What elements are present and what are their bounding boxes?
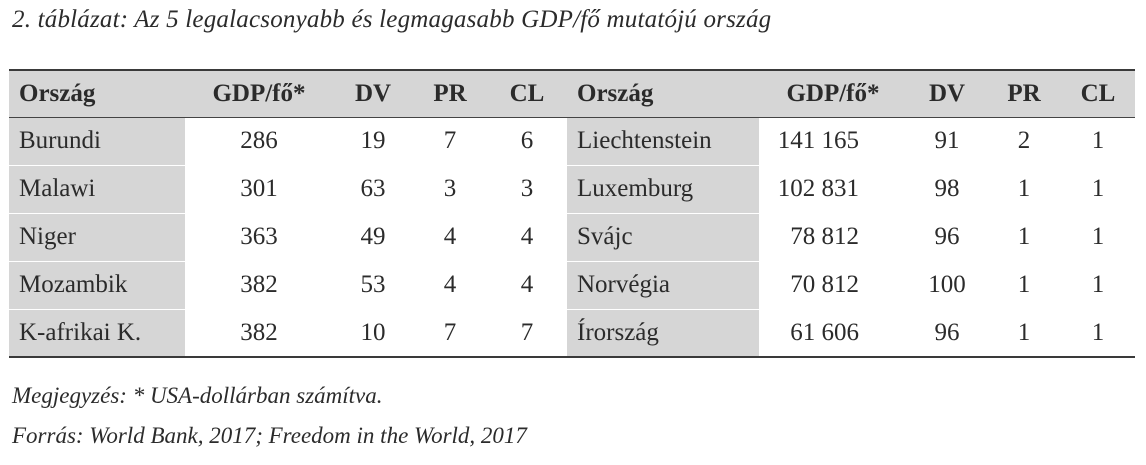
cl-cell: 7 (487, 309, 567, 357)
dv-cell: 49 (333, 213, 413, 262)
table-row: Niger 363 49 4 4 Svájc 78 812 96 1 1 (9, 213, 1135, 262)
header-gdp-low: GDP/fő* (185, 70, 333, 118)
gdp-cell: 382 (185, 261, 333, 310)
pr-cell: 1 (987, 213, 1061, 262)
table-row: Burundi 286 19 7 6 Liechtenstein 141 165… (9, 117, 1135, 166)
cl-cell: 1 (1061, 213, 1135, 262)
cl-cell: 1 (1061, 309, 1135, 357)
table-row: Mozambik 382 53 4 4 Norvégia 70 812 100 … (9, 261, 1135, 310)
dv-cell: 19 (333, 117, 413, 166)
country-cell: Norvégia (567, 261, 759, 310)
dv-cell: 10 (333, 309, 413, 357)
cl-cell: 1 (1061, 261, 1135, 310)
pr-cell: 1 (987, 165, 1061, 214)
pr-cell: 2 (987, 117, 1061, 166)
gdp-cell: 286 (185, 117, 333, 166)
header-country-low: Ország (9, 70, 185, 118)
country-cell: Burundi (9, 117, 185, 166)
country-cell: Malawi (9, 165, 185, 214)
header-cl-high: CL (1061, 70, 1135, 118)
pr-cell: 1 (987, 261, 1061, 310)
header-country-high: Ország (567, 70, 759, 118)
pr-cell: 4 (413, 261, 487, 310)
header-pr-low: PR (413, 70, 487, 118)
footnote: Megjegyzés: * USA-dollárban számítva. (12, 383, 383, 408)
gdp-cell: 102 831 (759, 165, 907, 214)
cl-cell: 4 (487, 213, 567, 262)
gdp-cell: 382 (185, 309, 333, 357)
country-cell: K-afrikai K. (9, 309, 185, 357)
gdp-cell: 70 812 (759, 261, 907, 310)
country-cell: Liechtenstein (567, 117, 759, 166)
dv-cell: 53 (333, 261, 413, 310)
cl-cell: 3 (487, 165, 567, 214)
country-cell: Luxemburg (567, 165, 759, 214)
source-note: Forrás: World Bank, 2017; Freedom in the… (12, 423, 527, 448)
country-cell: Írország (567, 309, 759, 357)
dv-cell: 91 (907, 117, 987, 166)
header-dv-low: DV (333, 70, 413, 118)
cl-cell: 1 (1061, 165, 1135, 214)
cl-cell: 6 (487, 117, 567, 166)
gdp-cell: 78 812 (759, 213, 907, 262)
gdp-table: Ország GDP/fő* DV PR CL Ország GDP/fő* D… (9, 69, 1135, 358)
header-gdp-high: GDP/fő* (759, 70, 907, 118)
table-row: Malawi 301 63 3 3 Luxemburg 102 831 98 1… (9, 165, 1135, 214)
header-dv-high: DV (907, 70, 987, 118)
pr-cell: 1 (987, 309, 1061, 357)
pr-cell: 7 (413, 309, 487, 357)
table-header-row: Ország GDP/fő* DV PR CL Ország GDP/fő* D… (9, 70, 1135, 118)
country-cell: Mozambik (9, 261, 185, 310)
header-pr-high: PR (987, 70, 1061, 118)
gdp-cell: 141 165 (759, 117, 907, 166)
table-row: K-afrikai K. 382 10 7 7 Írország 61 606 … (9, 309, 1135, 357)
table-caption: 2. táblázat: Az 5 legalacsonyabb és legm… (12, 6, 772, 33)
gdp-cell: 301 (185, 165, 333, 214)
country-cell: Niger (9, 213, 185, 262)
gdp-cell: 61 606 (759, 309, 907, 357)
dv-cell: 63 (333, 165, 413, 214)
cl-cell: 4 (487, 261, 567, 310)
dv-cell: 98 (907, 165, 987, 214)
pr-cell: 7 (413, 117, 487, 166)
dv-cell: 96 (907, 213, 987, 262)
pr-cell: 3 (413, 165, 487, 214)
pr-cell: 4 (413, 213, 487, 262)
dv-cell: 96 (907, 309, 987, 357)
table-notes: Megjegyzés: * USA-dollárban számítva. Fo… (12, 376, 527, 456)
dv-cell: 100 (907, 261, 987, 310)
cl-cell: 1 (1061, 117, 1135, 166)
country-cell: Svájc (567, 213, 759, 262)
header-cl-low: CL (487, 70, 567, 118)
gdp-cell: 363 (185, 213, 333, 262)
